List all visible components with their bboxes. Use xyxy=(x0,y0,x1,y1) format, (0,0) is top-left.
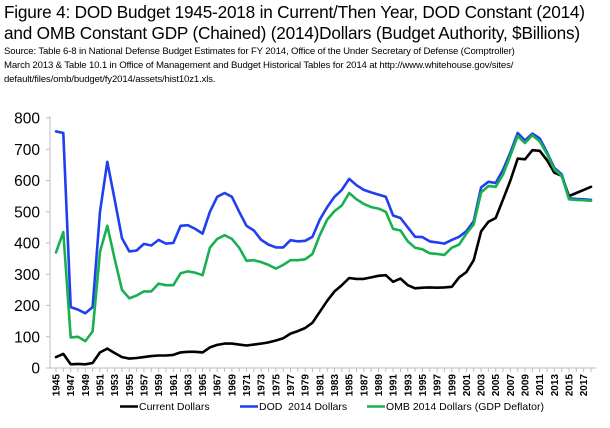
chart-title-line-2: and OMB Constant GDP (Chained) (2014)Dol… xyxy=(4,23,580,43)
x-tick-label: 1989 xyxy=(374,374,385,397)
x-tick-label: 2011 xyxy=(535,374,546,396)
x-tick-label: 2001 xyxy=(462,374,473,397)
series-line xyxy=(54,133,593,343)
x-tick-label: 1997 xyxy=(433,374,444,397)
x-tick-label: 1959 xyxy=(154,374,165,397)
source-line-1: Source: Table 6-8 in National Defense Bu… xyxy=(4,46,515,57)
x-tick-label: 1955 xyxy=(125,374,136,397)
x-tick-label: 1969 xyxy=(227,374,238,397)
y-tick-label: 800 xyxy=(14,111,40,128)
y-tick-label: 400 xyxy=(14,236,40,253)
series-omb-2014-dollars-gdp-deflator xyxy=(54,133,593,343)
legend: Current Dollars DOD 2014 Dollars OMB 2014 … xyxy=(120,401,544,413)
x-tick-label: 1953 xyxy=(110,374,121,397)
source-line-2: March 2013 & Table 10.1 in Office of Man… xyxy=(4,60,514,71)
y-tick-label: 300 xyxy=(14,267,40,284)
x-tick-label: 2013 xyxy=(550,374,561,397)
x-tick-label: 1987 xyxy=(359,374,370,397)
x-tick-label: 1963 xyxy=(183,374,194,397)
x-tick-label: 1973 xyxy=(257,374,268,397)
x-axis: 1945 1947 1949 1951 1953 1955 1957 1959 1961 1963… xyxy=(50,367,596,397)
x-tick-label: 1965 xyxy=(198,374,209,397)
y-tick-label: 500 xyxy=(14,204,40,221)
legend-label: OMB 2014 Dollars (GDP Deflator) xyxy=(386,401,544,413)
y-tick-label: 0 xyxy=(31,361,40,378)
x-tick-label: 1995 xyxy=(418,374,429,397)
series-layer xyxy=(54,130,593,366)
x-tick-label: 1983 xyxy=(330,374,341,397)
x-tick-label: 1957 xyxy=(139,374,150,397)
series-line xyxy=(54,130,593,315)
series-current-dollars xyxy=(54,148,593,366)
x-tick-label: 1977 xyxy=(286,374,297,397)
series-dod-2014-dollars xyxy=(54,130,593,315)
x-tick-label: 1945 xyxy=(52,374,63,397)
x-tick-label: 2015 xyxy=(565,374,576,397)
x-tick-label: 1967 xyxy=(213,374,224,397)
x-tick-label: 1999 xyxy=(447,374,458,397)
series-line xyxy=(54,148,593,366)
chart-title: Figure 4: DOD Budget 1945-2018 in Curren… xyxy=(4,2,610,44)
x-tick-label: 2007 xyxy=(506,374,517,397)
y-tick-label: 100 xyxy=(14,329,40,346)
x-tick-label: 1975 xyxy=(271,374,282,397)
legend-item: OMB 2014 Dollars (GDP Deflator) xyxy=(367,401,544,413)
x-tick-label: 1979 xyxy=(301,374,312,397)
x-tick-label: 1947 xyxy=(66,374,77,397)
y-tick-label: 600 xyxy=(14,173,40,190)
chart-title-line-1: Figure 4: DOD Budget 1945-2018 in Curren… xyxy=(4,2,585,22)
y-tick-label: 700 xyxy=(14,142,40,159)
x-tick-label: 1961 xyxy=(169,374,180,397)
x-tick-label: 1993 xyxy=(403,374,414,397)
x-tick-label: 1949 xyxy=(81,374,92,397)
legend-label: Current Dollars xyxy=(139,401,210,413)
x-tick-label: 1991 xyxy=(389,374,400,397)
x-tick-label: 2009 xyxy=(521,374,532,397)
x-tick-label: 2017 xyxy=(579,374,590,397)
y-axis: 0 100 200 300 400 500 600 700 800 xyxy=(14,111,51,378)
legend-label: DOD 2014 Dollars xyxy=(259,401,347,413)
source-line-3: default/files/omb/budget/fy2014/assets/h… xyxy=(4,74,216,85)
legend-item: Current Dollars xyxy=(120,401,210,413)
x-tick-label: 1981 xyxy=(315,374,326,397)
x-tick-label: 1951 xyxy=(95,374,106,397)
x-tick-label: 2003 xyxy=(477,374,488,397)
legend-item: DOD 2014 Dollars xyxy=(240,401,347,413)
x-tick-label: 2005 xyxy=(491,374,502,397)
x-tick-label: 1985 xyxy=(345,374,356,397)
x-tick-label: 1971 xyxy=(242,374,253,397)
chart-source-note: Source: Table 6-8 in National Defense Bu… xyxy=(4,45,610,87)
y-tick-label: 200 xyxy=(14,298,40,315)
